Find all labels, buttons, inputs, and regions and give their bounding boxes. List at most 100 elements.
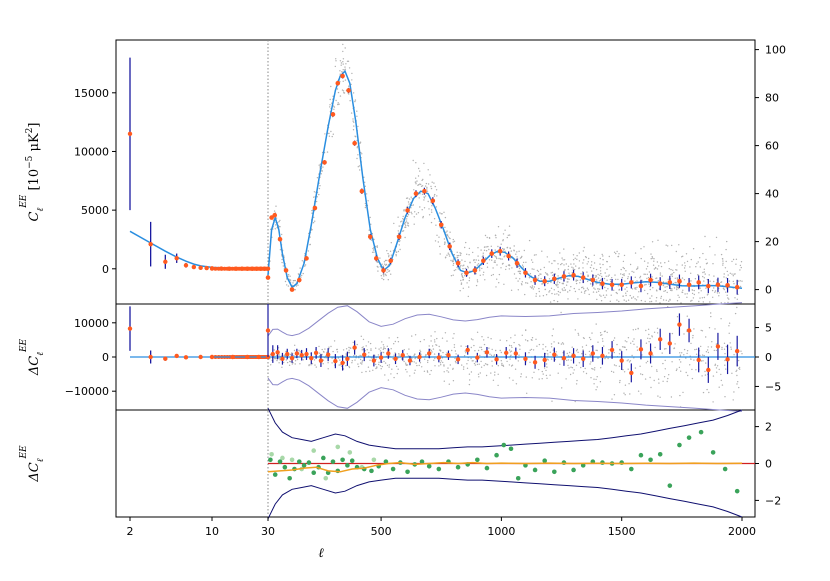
scatter-dot (456, 266, 458, 269)
scatter-dot (406, 197, 409, 199)
scatter-dot (544, 272, 547, 274)
scatter-dot (413, 189, 415, 191)
scatter-dot (356, 145, 359, 148)
scatter-dot (664, 286, 666, 288)
scatter-dot (405, 225, 407, 227)
scatter-dot (525, 282, 527, 284)
scatter-dot (312, 222, 315, 224)
scatter-dot (648, 271, 651, 273)
scatter-dot (476, 331, 479, 333)
scatter-dot (510, 250, 512, 252)
scatter-dot (627, 359, 629, 361)
scatter-dot (473, 259, 475, 262)
scatter-dot (553, 289, 555, 291)
data-point (359, 188, 365, 194)
scatter-dot (699, 266, 701, 268)
scatter-dot (712, 401, 714, 403)
scatter-dot (641, 373, 644, 376)
scatter-dot (530, 348, 533, 351)
scatter-dot (691, 377, 694, 380)
scatter-dot (497, 373, 499, 375)
scatter-dot (736, 374, 738, 377)
data-point (405, 208, 410, 213)
scatter-dot (676, 277, 678, 279)
scatter-dot (329, 98, 331, 101)
data-point (304, 256, 309, 261)
residual-point (325, 352, 331, 357)
scatter-dot (356, 343, 358, 346)
data-point (481, 258, 486, 264)
scatter-dot (369, 370, 371, 372)
scatter-dot (474, 350, 476, 352)
scatter-dot (486, 364, 489, 366)
scatter-dot (294, 289, 296, 291)
scatter-dot (676, 269, 678, 271)
scatter-dot (580, 291, 583, 293)
data-point (163, 259, 168, 264)
scatter-dot (669, 298, 671, 301)
scatter-dot (423, 199, 425, 201)
scatter-dot (357, 363, 359, 365)
scatter-dot (278, 357, 280, 360)
data-point (277, 236, 283, 242)
data-point (696, 280, 701, 285)
scatter-dot (528, 277, 531, 279)
scatter-dot (600, 334, 602, 336)
scatter-dot (361, 361, 363, 363)
scatter-dot (704, 273, 706, 275)
scatter-dot (624, 288, 626, 290)
scatter-dot (397, 230, 399, 232)
scatter-dot (337, 103, 339, 106)
scatter-dot (500, 243, 502, 245)
scatter-dot (338, 103, 340, 105)
scatter-dot (551, 335, 553, 337)
scatter-dot (521, 334, 523, 336)
scatter-dot (724, 359, 726, 362)
y-axis-label-top: CℓEE [10−5 μK2] (19, 123, 46, 222)
scatter-dot (714, 364, 716, 367)
scatter-dot (701, 330, 704, 332)
scatter-dot (575, 364, 578, 366)
scatter-dot (399, 248, 401, 251)
scatter-dot (493, 354, 496, 356)
scatter-dot (511, 346, 513, 349)
scatter-dot (328, 135, 331, 137)
scatter-dot (618, 353, 621, 355)
scatter-dot (351, 360, 353, 362)
scatter-dot (383, 346, 385, 348)
scatter-dot (360, 355, 362, 357)
residual-point (313, 350, 319, 356)
scatter-dot (714, 290, 717, 292)
scatter-dot (736, 369, 738, 371)
scatter-dot (619, 379, 621, 382)
scatter-dot (562, 289, 564, 292)
scatter-dot (653, 331, 656, 333)
scatter-dot (483, 339, 485, 341)
scatter-dot (419, 351, 422, 353)
scatter-dot (461, 364, 463, 366)
scatter-dot (453, 333, 455, 335)
scatter-dot (721, 348, 723, 350)
scatter-dot (407, 355, 410, 357)
scatter-dot (430, 221, 433, 224)
ytick-label: 10000 (74, 317, 109, 330)
scatter-dot (666, 291, 668, 294)
data-point (269, 215, 274, 220)
scatter-dot (342, 43, 344, 46)
scatter-dot (729, 342, 731, 344)
scatter-dot (515, 253, 517, 255)
green-point (390, 466, 396, 472)
scatter-dot (567, 291, 569, 293)
scatter-dot (658, 382, 660, 384)
scatter-dot (648, 341, 650, 343)
green-point (657, 451, 663, 457)
axes-text: 050001000015000020406080100−10000010000−… (19, 44, 786, 561)
scatter-dot (623, 346, 625, 348)
scatter-dot (361, 349, 363, 351)
scatter-dot (643, 273, 645, 275)
scatter-dot (693, 293, 695, 296)
ytick-label: 15000 (74, 87, 109, 100)
scatter-dot (322, 166, 324, 168)
scatter-dot (453, 240, 456, 242)
scatter-dot (461, 259, 463, 261)
